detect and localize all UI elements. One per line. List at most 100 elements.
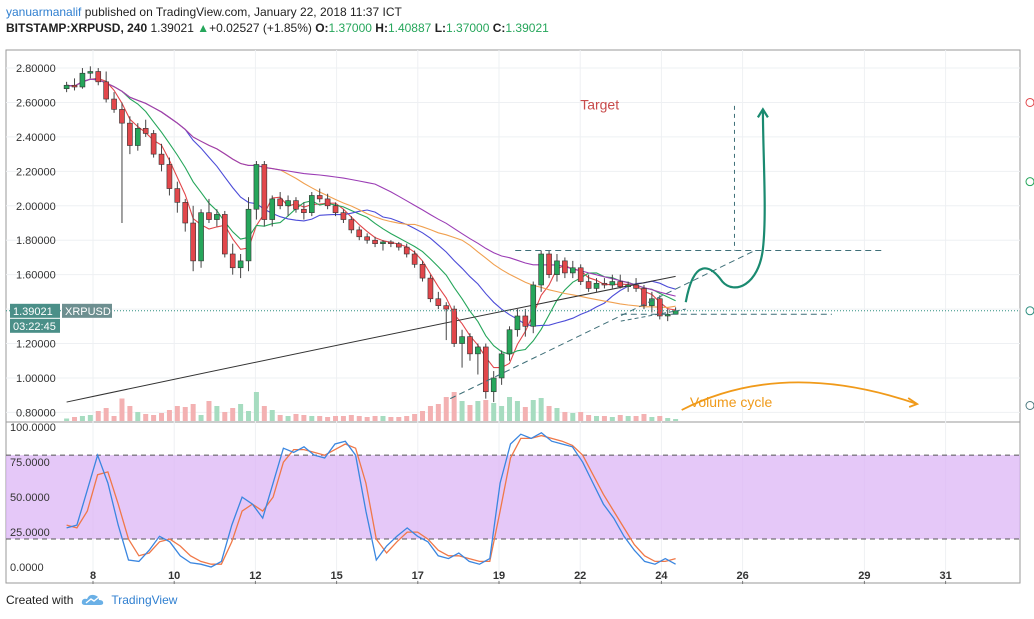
volume-bar <box>293 414 299 421</box>
volume-bar <box>206 401 212 421</box>
candle-body <box>221 214 228 255</box>
price-tag-symbol: XRPUSD <box>65 306 111 318</box>
candle-body <box>467 336 473 355</box>
candle-body <box>332 205 339 213</box>
volume-bar <box>475 401 481 421</box>
candle-body <box>641 288 647 306</box>
volume-bar <box>380 416 386 421</box>
candle-body <box>569 267 576 274</box>
volume-bar <box>412 414 418 421</box>
author-link[interactable]: yanuarmanalif <box>6 5 82 19</box>
candle-body <box>198 212 204 262</box>
volume-bar <box>143 414 149 421</box>
volume-bar <box>594 416 600 421</box>
price-change: +0.02527 (+1.85%) <box>209 21 312 35</box>
volume-bar <box>64 418 70 421</box>
low-label: L: <box>434 21 447 35</box>
candle-body <box>672 310 679 315</box>
volume-bar <box>554 408 560 421</box>
time-tick-label: 8 <box>90 570 96 582</box>
candle-body <box>546 253 552 275</box>
volume-bar <box>435 404 441 421</box>
candle-body <box>554 260 560 275</box>
candle-body <box>435 298 442 306</box>
candle-body <box>158 153 165 165</box>
candle-body <box>237 260 244 269</box>
volume-bar <box>198 415 204 421</box>
candle-body <box>71 84 78 88</box>
stochastic-tick-label: 25.0000 <box>10 527 50 539</box>
volume-bars <box>64 392 679 421</box>
volume-bar <box>507 397 513 421</box>
stochastic-tick-label: 50.0000 <box>10 492 50 504</box>
volume-bar <box>609 417 615 421</box>
candle-body <box>633 284 639 289</box>
candle-body <box>451 308 457 344</box>
candle-body <box>506 329 513 355</box>
volume-bar <box>570 413 576 421</box>
volume-bar <box>182 407 188 421</box>
candle-body <box>348 219 355 231</box>
moving-averages <box>66 77 676 403</box>
stochastic-tick-label: 75.0000 <box>10 457 50 469</box>
time-tick-label: 10 <box>168 570 180 582</box>
candle-body <box>174 188 181 203</box>
volume-bar <box>111 416 117 421</box>
candle-body <box>182 202 189 224</box>
volume-bar <box>317 416 323 421</box>
ma-red-line <box>66 77 676 369</box>
triangle-up-icon: ▲ <box>197 21 210 35</box>
price-tick-label: 1.20000 <box>16 339 56 351</box>
volume-bar <box>625 416 631 421</box>
volume-bar <box>372 416 378 421</box>
volume-bar <box>388 417 394 421</box>
volume-bar <box>135 412 141 421</box>
edge-marker <box>1025 97 1034 107</box>
candle-body <box>411 253 418 265</box>
created-with-text: Created with <box>6 593 74 607</box>
tradingview-link[interactable]: TradingView <box>111 593 178 607</box>
price-tag-box <box>10 303 60 318</box>
volume-bar <box>325 417 331 421</box>
open-label: O: <box>315 21 329 35</box>
volume-bar <box>491 403 497 421</box>
volume-bar <box>546 406 552 421</box>
volume-bar <box>459 401 465 421</box>
candle-body <box>577 267 584 282</box>
candle-body <box>395 243 402 248</box>
candle-body <box>538 253 544 286</box>
low-value: 1.37000 <box>446 21 490 35</box>
volume-bar <box>499 406 505 421</box>
close-label: C: <box>492 21 506 35</box>
candle-body <box>87 71 94 74</box>
volume-bar <box>443 397 449 421</box>
candle-body <box>617 281 624 288</box>
price-tick-label: 2.00000 <box>16 201 56 213</box>
footer: Created with TradingView <box>6 593 177 607</box>
time-tick-label: 22 <box>574 570 586 582</box>
volume-bar <box>601 416 607 421</box>
tradingview-cloud-icon <box>82 594 104 605</box>
candle-body <box>95 71 102 83</box>
candle-body <box>245 208 252 262</box>
stochastic-band <box>6 455 1020 540</box>
candle-body <box>103 81 109 100</box>
volume-bar <box>356 416 362 421</box>
volume-bar <box>119 398 125 421</box>
volume-bar <box>396 417 402 421</box>
high-label: H: <box>375 21 388 35</box>
candle-body <box>166 164 173 189</box>
volume-cycle-label: Volume cycle <box>690 394 773 410</box>
volume-bar <box>253 392 259 421</box>
volume-bar <box>451 392 457 421</box>
symbol-label: BITSTAMP:XRPUSD, 240 <box>6 21 148 35</box>
time-tick-label: 26 <box>736 570 748 582</box>
candle-body <box>340 212 347 220</box>
candle-body <box>79 72 86 88</box>
candle-body <box>609 281 616 286</box>
candle-body <box>403 246 410 255</box>
candle-body <box>277 198 283 207</box>
candle-body <box>214 214 220 220</box>
volume-bar <box>285 416 291 421</box>
